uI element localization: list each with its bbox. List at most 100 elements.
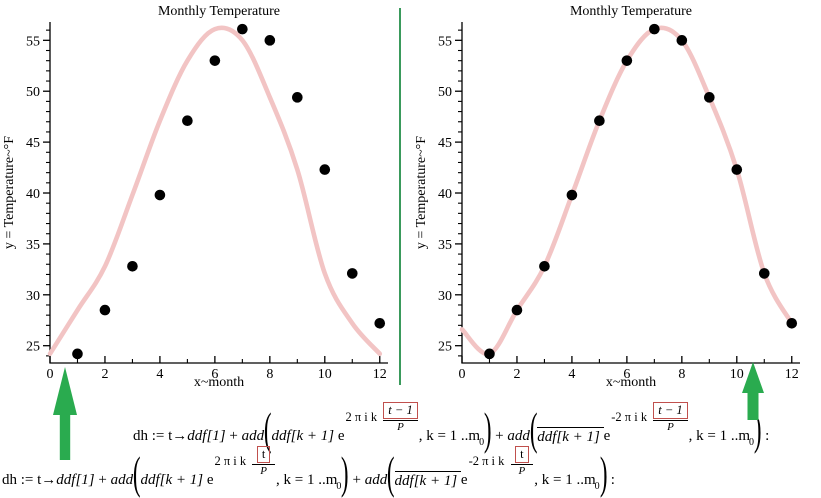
boxed-numerator: t − 1 — [383, 402, 418, 419]
period-denominator: P — [510, 463, 534, 478]
data-point — [704, 92, 715, 103]
data-point — [264, 35, 276, 46]
y-tick-label: 45 — [438, 136, 452, 151]
exponent-prefix: 2 π i k — [214, 454, 250, 469]
y-tick-label: 30 — [26, 289, 40, 304]
coefficient-term: ddf[k + 1] — [140, 471, 207, 488]
y-tick-label: 35 — [438, 238, 452, 253]
summation-range: , k = 1 ..m — [688, 427, 751, 444]
add-function: add — [110, 471, 134, 488]
exponent: -2 π i k t − 1 P — [611, 402, 688, 434]
data-point — [511, 304, 523, 316]
x-tick-label: 10 — [730, 367, 744, 382]
green-arrow-left-shape — [53, 367, 77, 460]
x-axis-label: x~month — [194, 375, 244, 390]
x-tick-label: 0 — [459, 367, 466, 382]
euler-e: e — [603, 427, 611, 444]
terminator-colon: : — [606, 471, 615, 488]
boxed-numerator: t — [515, 446, 529, 463]
y-tick-label: 55 — [26, 34, 40, 49]
right-temperature-plot: 0 2 4 6 8 10 12 25 30 35 40 45 50 55 Monthly Temperatu… — [414, 4, 800, 390]
y-tick-label: 30 — [438, 289, 452, 304]
y-tick-label: 40 — [26, 187, 40, 202]
exponent-fraction: t − 1 P — [383, 402, 418, 434]
exponent-fraction: t P — [510, 446, 534, 478]
x-tick-label: 8 — [678, 367, 685, 382]
x-axis-label: x~month — [606, 375, 656, 390]
green-arrow-right — [742, 362, 764, 420]
period-denominator: P — [653, 419, 688, 434]
data-point — [237, 23, 248, 35]
x-tick-label: 4 — [156, 367, 163, 382]
plus-sign: + — [348, 471, 365, 488]
data-point — [539, 260, 550, 272]
data-point — [566, 189, 578, 201]
data-point — [319, 164, 331, 175]
exponent: -2 π i k t P — [469, 446, 534, 477]
data-point — [676, 35, 688, 46]
data-point — [731, 164, 743, 175]
boxed-numerator: t − 1 — [653, 402, 688, 419]
subscript-zero: 0 — [594, 480, 600, 492]
boxed-numerator: t — [256, 446, 271, 463]
y-axis-label: y = Temperature~°F — [2, 136, 17, 249]
data-point — [484, 348, 495, 360]
x-tick-label: 0 — [47, 367, 54, 382]
y-tick-label: 25 — [438, 340, 452, 355]
ddf1-term: ddf[1] — [56, 471, 95, 488]
y-tick-label: 25 — [26, 340, 40, 355]
y-tick-label: 50 — [26, 85, 40, 100]
x-tick-label: 6 — [623, 367, 630, 382]
x-tick-label: 2 — [513, 367, 520, 382]
y-tick-label: 35 — [26, 238, 40, 253]
euler-e: e — [460, 471, 468, 488]
plus-sign: + — [225, 427, 242, 444]
x-tick-label: 2 — [101, 367, 108, 382]
x-tick-label: 8 — [266, 367, 273, 382]
green-arrow-right-shape — [742, 362, 764, 420]
add-function: add — [364, 471, 388, 488]
period-denominator: P — [252, 463, 276, 478]
exponent-prefix: 2 π i k — [345, 410, 381, 425]
add-function: add — [241, 427, 265, 444]
y-axis-label: y = Temperature~°F — [414, 136, 429, 249]
subscript-zero: 0 — [336, 480, 342, 492]
fit-curve — [47, 25, 383, 357]
exponent-prefix: -2 π i k — [611, 410, 651, 425]
data-point — [594, 115, 605, 127]
plus-sign: + — [94, 471, 111, 488]
y-tick-label: 45 — [26, 136, 40, 151]
green-arrow-left — [53, 367, 77, 460]
x-tick-label: 6 — [211, 367, 218, 382]
data-point — [209, 55, 221, 66]
y-tick-label: 50 — [438, 85, 452, 100]
exponent-prefix: -2 π i k — [468, 454, 508, 469]
plus-sign: + — [491, 427, 508, 444]
data-point — [182, 115, 193, 127]
coefficient-term: ddf[k + 1] — [271, 427, 338, 444]
exponent-fraction: t P — [252, 446, 276, 478]
euler-e: e — [206, 471, 214, 488]
data-point — [292, 92, 303, 103]
data-point — [154, 189, 166, 201]
euler-e: e — [337, 427, 345, 444]
conjugate-coefficient-term: ddf[k + 1] — [394, 470, 461, 489]
left-temperature-plot: 0 2 4 6 8 10 12 25 30 35 40 45 50 55 Monthly Temperatu… — [2, 4, 388, 390]
chart-title: Monthly Temperature — [158, 4, 280, 19]
period-denominator: P — [383, 419, 418, 434]
data-point — [346, 268, 358, 279]
summation-range: , k = 1 ..m — [534, 471, 596, 488]
x-tick-label: 4 — [568, 367, 575, 382]
data-point — [127, 260, 138, 272]
formula-lhs: dh := t→ — [2, 471, 57, 488]
ddf1-term: ddf[1] — [187, 427, 226, 444]
exponent: 2 π i k t P — [214, 446, 276, 478]
x-tick-label: 10 — [318, 367, 332, 382]
x-tick-label: 12 — [373, 367, 387, 382]
terminator-colon: : — [761, 427, 770, 444]
exponent: 2 π i k t − 1 P — [345, 402, 418, 434]
conjugate-coefficient-term: ddf[k + 1] — [537, 426, 604, 445]
formula-t: dh := t→ ddf[1] + add ( ddf[k + 1] e 2 π… — [2, 446, 615, 498]
summation-range: , k = 1 ..m — [276, 471, 338, 488]
panel-divider — [399, 8, 401, 385]
